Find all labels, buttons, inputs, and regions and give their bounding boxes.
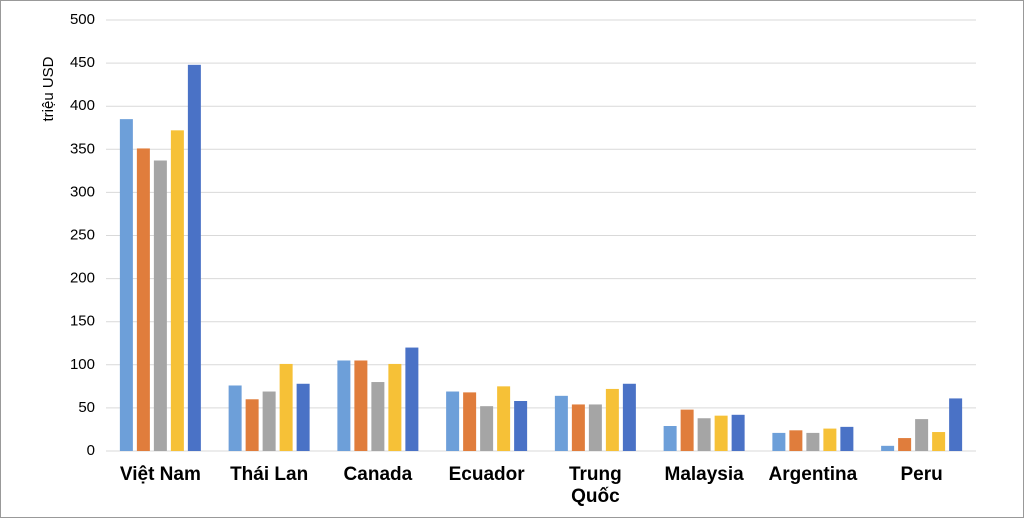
y-tick-label: 300	[70, 183, 95, 200]
y-tick-label: 200	[70, 270, 95, 287]
bar	[898, 438, 912, 451]
bar	[497, 386, 511, 451]
bar	[605, 388, 619, 451]
x-tick-label: Canada	[343, 464, 413, 485]
bar	[371, 382, 385, 451]
bar	[806, 432, 820, 451]
x-tick-label: Việt Nam	[119, 464, 201, 485]
bar	[153, 160, 167, 452]
y-tick-label: 0	[87, 442, 95, 459]
bar	[789, 430, 803, 451]
bar	[697, 418, 711, 451]
bar	[714, 415, 728, 451]
bar	[949, 398, 963, 451]
bar	[170, 130, 184, 451]
bar	[119, 119, 133, 451]
bar	[480, 406, 494, 451]
bar	[772, 432, 786, 451]
y-tick-label: 50	[78, 399, 95, 416]
bar	[187, 64, 201, 451]
y-tick-label: 250	[70, 226, 95, 243]
bar	[731, 414, 745, 451]
bar	[622, 383, 636, 451]
x-tick-label: Peru	[900, 464, 943, 485]
bar	[354, 360, 368, 451]
bar	[296, 383, 310, 451]
bar	[663, 426, 677, 451]
bar	[680, 409, 694, 451]
bar	[463, 392, 477, 451]
y-tick-label: 150	[70, 313, 95, 330]
bar	[588, 404, 602, 451]
bar	[915, 419, 929, 451]
bar	[136, 148, 150, 452]
x-tick-label: Malaysia	[664, 464, 744, 485]
bar	[388, 363, 402, 451]
bar	[279, 363, 293, 451]
bar	[840, 426, 854, 451]
bar	[823, 428, 837, 451]
bar	[337, 360, 351, 451]
y-tick-label: 100	[70, 356, 95, 373]
x-tick-label: Thái Lan	[230, 464, 309, 485]
x-tick-label: Ecuador	[448, 464, 525, 485]
y-axis-label: triệu USD	[40, 56, 57, 121]
bar	[932, 432, 946, 451]
x-tick-label: Trung Quốc	[568, 464, 622, 507]
y-tick-label: 350	[70, 140, 95, 157]
bar	[446, 391, 460, 451]
bar	[228, 385, 242, 451]
x-tick-label: Argentina	[768, 464, 858, 485]
bar	[554, 395, 568, 451]
y-tick-label: 400	[70, 97, 95, 114]
y-tick-label: 500	[70, 11, 95, 28]
bar	[405, 347, 419, 451]
bar	[881, 445, 895, 451]
bar	[262, 391, 276, 451]
bar	[571, 404, 585, 451]
bar	[514, 401, 528, 451]
y-tick-label: 450	[70, 54, 95, 71]
bar	[245, 399, 259, 451]
